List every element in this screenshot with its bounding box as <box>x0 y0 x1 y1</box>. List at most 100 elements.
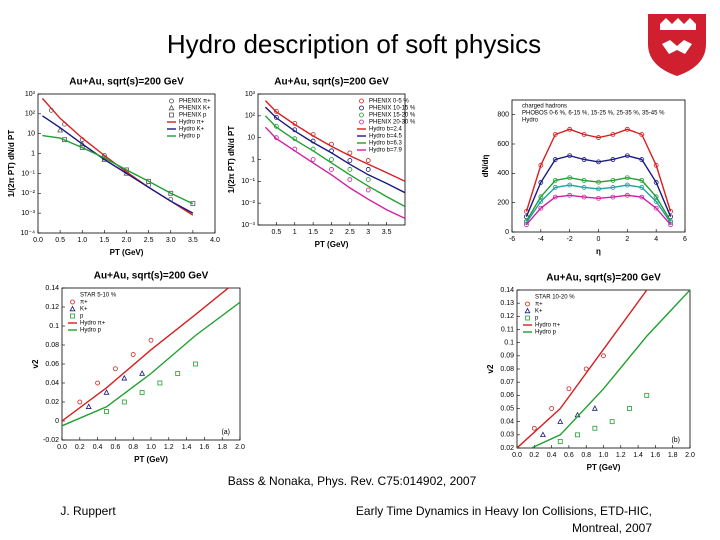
citation: Bass & Nonaka, Phys. Rev. C75:014902, 20… <box>228 474 477 488</box>
data-point <box>581 185 587 190</box>
legend-label: K+ <box>535 309 543 315</box>
legend-label: Hydro b=6.3 <box>369 141 403 147</box>
data-point <box>549 406 554 411</box>
series-line <box>62 288 230 422</box>
chart: Au+Au, sqrt(s)=200 GeV PT (GeV) v2 (a) 0.0 0.… <box>31 271 245 464</box>
y-tick-label: 200 <box>497 200 509 207</box>
legend-swatch <box>169 112 174 118</box>
x-tick-label: 0.0 <box>512 452 522 459</box>
data-point <box>609 419 615 425</box>
x-tick-label: 1.4 <box>182 444 192 451</box>
y-tick-label: 0.12 <box>500 313 514 320</box>
data-point <box>57 126 64 133</box>
legend-label: Hydro <box>522 118 539 124</box>
x-tick-label: 1.8 <box>217 444 227 451</box>
legend-label: PHENIX 10-15 % <box>369 106 416 112</box>
data-point <box>596 186 601 192</box>
legend-label: Hydro b=4.5 <box>369 134 403 140</box>
x-tick-label: 4 <box>654 236 658 243</box>
data-point <box>121 399 127 405</box>
data-point <box>567 153 573 159</box>
data-point <box>79 145 85 150</box>
plot-area <box>62 288 240 427</box>
y-tick-label: 0.04 <box>500 419 514 426</box>
y-tick-label: 10 <box>247 135 255 142</box>
series-line <box>525 194 672 226</box>
data-point <box>95 380 100 386</box>
y-tick-label: -0.02 <box>43 437 59 444</box>
legend-label: PHENIX K+ <box>179 106 211 112</box>
series-line <box>517 290 648 448</box>
series-line <box>264 115 405 208</box>
data-point <box>596 159 601 165</box>
data-point <box>347 167 353 172</box>
data-point <box>552 157 558 162</box>
data-point <box>581 177 587 183</box>
x-tick-label: 3.0 <box>166 237 176 244</box>
y-tick-label: 0.1 <box>504 340 514 347</box>
data-point <box>365 167 371 172</box>
x-tick-label: 3.5 <box>188 237 198 244</box>
x-tick-label: 3 <box>366 229 370 236</box>
y-tick-label: 0.08 <box>500 366 514 373</box>
data-point <box>175 371 181 376</box>
chart-title: Au+Au, sqrt(s)=200 GeV <box>274 77 389 88</box>
legend-swatch <box>70 313 75 319</box>
data-point <box>653 180 659 185</box>
y-tick-label: 0.11 <box>501 326 514 333</box>
x-tick-label: 0.8 <box>128 444 138 451</box>
legend-label: charged hadrons <box>522 104 567 110</box>
data-point <box>668 218 673 224</box>
y-tick-label: 800 <box>497 112 509 119</box>
data-point <box>567 192 573 198</box>
legend-label: Hydro p <box>80 328 102 334</box>
x-tick-label: -2 <box>567 236 573 243</box>
data-point <box>610 194 616 200</box>
x-tick-label: 2.5 <box>345 229 355 236</box>
data-point <box>567 126 573 132</box>
x-tick-label: 1.4 <box>633 452 643 459</box>
x-tick-label: 0.2 <box>529 452 539 459</box>
x-tick-label: 1 <box>293 229 297 236</box>
x-tick-label: 2 <box>330 229 334 236</box>
x-tick-label: 6 <box>683 236 687 243</box>
y-tick-label: 10⁻¹ <box>21 170 35 177</box>
series-line <box>525 176 672 222</box>
plot-area <box>41 97 196 216</box>
y-tick-label: 0.06 <box>500 392 514 399</box>
data-point <box>365 158 371 163</box>
data-point <box>539 431 546 438</box>
x-tick-label: 1.6 <box>200 444 210 451</box>
x-axis-label: PT (GeV) <box>110 248 144 257</box>
data-point <box>575 432 580 438</box>
x-axis-label: PT (GeV) <box>134 455 168 464</box>
data-point <box>596 195 601 201</box>
x-tick-label: 1.0 <box>599 452 609 459</box>
data-point <box>365 177 371 183</box>
legend-label: K+ <box>80 307 88 313</box>
y-axis-label: v2 <box>31 359 40 368</box>
legend-swatch <box>525 301 530 307</box>
legend-swatch <box>359 98 364 104</box>
data-point <box>624 175 630 181</box>
data-point <box>273 123 279 129</box>
data-point <box>624 182 630 188</box>
x-tick-label: 1.0 <box>146 444 156 451</box>
y-tick-label: 0.14 <box>500 287 514 294</box>
legend-label: PHENIX p <box>179 113 207 119</box>
x-tick-label: -6 <box>509 236 515 243</box>
series-line <box>42 134 194 205</box>
data-point <box>557 439 563 444</box>
data-point <box>531 425 537 431</box>
x-tick-label: 1.5 <box>308 229 318 236</box>
footer-right: Montreal, 2007 <box>572 521 652 535</box>
logo <box>648 14 706 76</box>
x-tick-label: 0 <box>597 236 601 243</box>
chart-title: Au+Au, sqrt(s)=200 GeV <box>546 273 661 284</box>
y-tick-label: 1 <box>251 156 255 163</box>
data-point <box>538 162 544 168</box>
data-point <box>566 386 572 392</box>
legend-label: Hydro b=7.9 <box>369 148 403 154</box>
legend-swatch <box>169 98 174 104</box>
